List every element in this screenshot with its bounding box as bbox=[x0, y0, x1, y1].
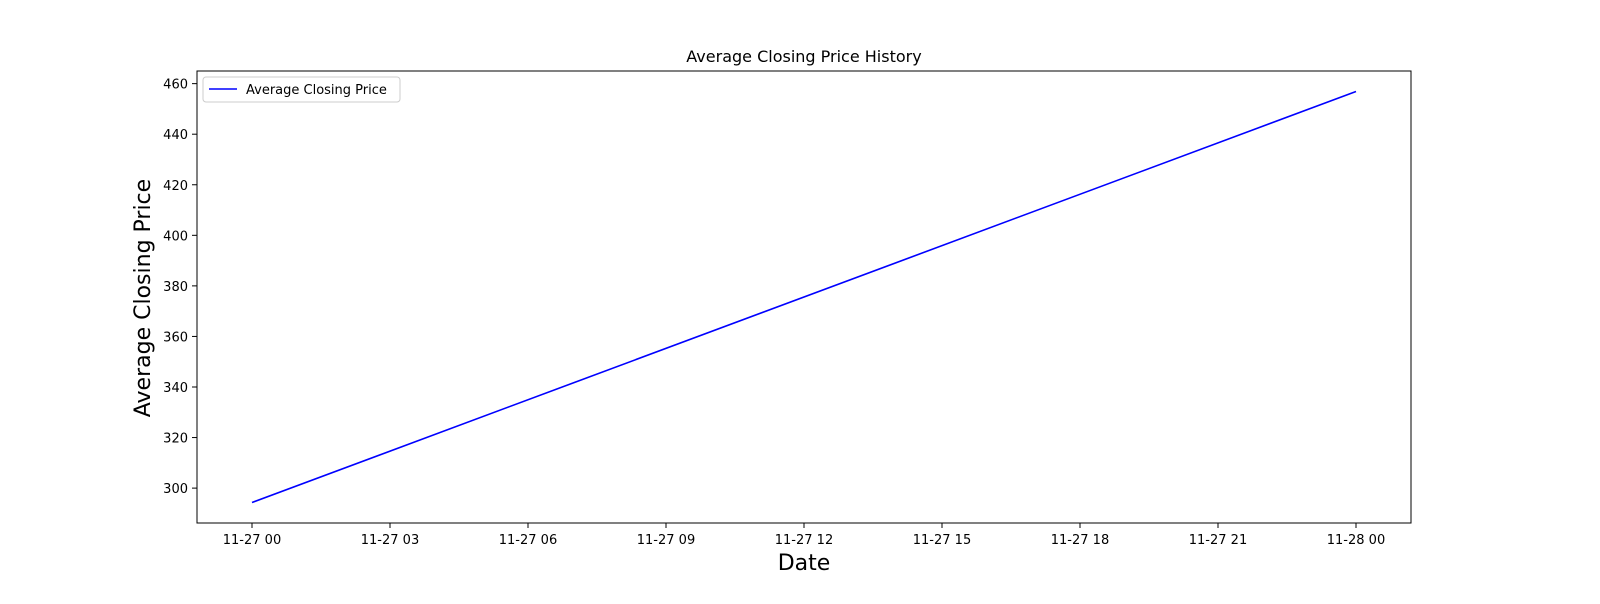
y-axis-ticks: 300 320 340 360 380 400 420 440 460 bbox=[163, 78, 197, 497]
y-tick-label: 400 bbox=[163, 229, 188, 244]
y-tick-label: 440 bbox=[163, 128, 188, 143]
x-tick-label: 11-27 21 bbox=[1189, 533, 1247, 548]
y-tick-label: 380 bbox=[163, 280, 188, 295]
x-tick-label: 11-28 00 bbox=[1327, 533, 1385, 548]
y-axis-label: Average Closing Price bbox=[131, 179, 156, 417]
y-tick-label: 320 bbox=[163, 432, 188, 447]
x-tick-label: 11-27 18 bbox=[1051, 533, 1109, 548]
x-tick-label: 11-27 15 bbox=[913, 533, 971, 548]
y-tick-label: 300 bbox=[163, 482, 188, 497]
chart-title: Average Closing Price History bbox=[686, 47, 921, 66]
x-axis-ticks: 11-27 00 11-27 03 11-27 06 11-27 09 11-27 12… bbox=[223, 523, 1385, 548]
y-tick-label: 460 bbox=[163, 78, 188, 93]
x-axis-label: Date bbox=[778, 551, 831, 576]
legend-label: Average Closing Price bbox=[246, 83, 387, 98]
x-tick-label: 11-27 03 bbox=[361, 533, 419, 548]
legend: Average Closing Price bbox=[202, 76, 401, 103]
series-line bbox=[251, 90, 1357, 504]
y-tick-label: 420 bbox=[163, 179, 188, 194]
x-tick-label: 11-27 09 bbox=[637, 533, 695, 548]
plot-area bbox=[196, 70, 1412, 524]
x-tick-label: 11-27 12 bbox=[775, 533, 833, 548]
legend-box bbox=[202, 76, 401, 103]
x-tick-label: 11-27 06 bbox=[499, 533, 557, 548]
y-tick-label: 340 bbox=[163, 381, 188, 396]
x-tick-label: 11-27 00 bbox=[223, 533, 281, 548]
y-tick-label: 360 bbox=[163, 330, 188, 345]
